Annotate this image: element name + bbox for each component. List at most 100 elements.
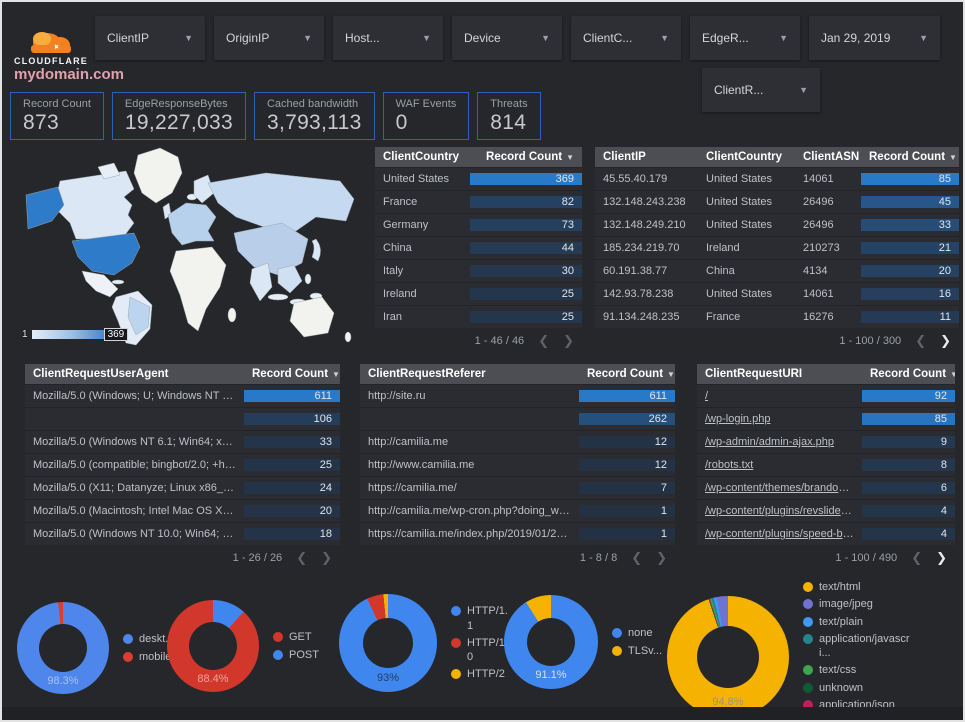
scale-gradient-bar	[31, 330, 112, 339]
legend-label: image/jpeg	[819, 598, 873, 611]
cell[interactable]: /wp-content/plugins/revslider/rs-p...	[705, 505, 862, 517]
filter-chip-edger[interactable]: EdgeR... ▼	[690, 16, 800, 60]
cell[interactable]: /	[705, 390, 709, 402]
world-map[interactable]	[10, 145, 372, 347]
filter-chip-clientc[interactable]: ClientC... ▼	[571, 16, 681, 60]
table-pagination: 1 - 100 / 300 ❮ ❯	[595, 330, 959, 352]
column-header[interactable]: ClientCountry	[383, 151, 460, 163]
record-count-cell: 12	[579, 459, 675, 471]
legend-item[interactable]: text/html	[803, 580, 911, 594]
legend-item[interactable]: deskt...	[123, 632, 174, 646]
cell[interactable]: /wp-content/plugins/speed-booste...	[705, 528, 862, 540]
scorecard-cached-bandwidth: Cached bandwidth 3,793,113	[253, 92, 375, 140]
record-count-cell: 24	[244, 482, 340, 494]
donut-chart-http-version[interactable]: 93%	[339, 594, 437, 692]
legend-item[interactable]: none	[612, 626, 662, 640]
column-header[interactable]: Record Count▼	[869, 151, 957, 163]
record-count-cell: 20	[861, 265, 959, 277]
chevron-down-icon: ▼	[779, 33, 788, 43]
pagination-range: 1 - 100 / 300	[839, 335, 902, 347]
column-header[interactable]: ClientRequestReferer	[368, 368, 486, 380]
cell: Mozilla/5.0 (Windows NT 10.0; Win64; x64…	[33, 528, 244, 540]
record-count-cell: 106	[244, 413, 340, 425]
filter-chip-clientrequest[interactable]: ClientR... ▼	[702, 68, 820, 112]
table-row: /wp-content/themes/brandon/plu... 6	[697, 476, 955, 499]
cell[interactable]: /robots.txt	[705, 459, 754, 471]
filter-chip-host[interactable]: Host... ▼	[333, 16, 443, 60]
legend-item[interactable]: unknown	[803, 681, 911, 695]
cell[interactable]: /wp-login.php	[705, 413, 771, 425]
prev-page-icon[interactable]: ❮	[631, 550, 643, 565]
cell: https://camilia.me/	[368, 482, 457, 494]
record-count-cell: 85	[861, 173, 959, 185]
table-row: United States 369	[375, 167, 582, 190]
column-header[interactable]: ClientCountry	[706, 151, 783, 163]
scorecard-value: 0	[395, 111, 408, 134]
cell[interactable]: /wp-admin/admin-ajax.php	[705, 436, 835, 448]
cell[interactable]: /wp-content/themes/brandon/plu...	[705, 482, 862, 494]
table-row: http://camilia.me/wp-cron.php?doing_wp_c…	[360, 499, 675, 522]
column-header[interactable]: Record Count▼	[862, 368, 955, 380]
record-count-cell: 18	[244, 528, 340, 540]
prev-page-icon[interactable]: ❮	[538, 333, 550, 348]
donut-hole	[527, 618, 575, 666]
legend-item[interactable]: mobile	[123, 650, 174, 664]
column-header[interactable]: Record Count▼	[486, 151, 574, 163]
next-page-icon[interactable]: ❯	[563, 333, 574, 348]
cell: China	[706, 265, 735, 277]
legend-item[interactable]: TLSv...	[612, 644, 662, 658]
legend-item[interactable]: application/javascri...	[803, 632, 911, 661]
legend-item[interactable]: POST	[273, 648, 319, 662]
filter-label: ClientC...	[583, 31, 633, 45]
legend-item[interactable]: text/plain	[803, 615, 911, 629]
next-page-icon[interactable]: ❯	[936, 550, 947, 565]
sort-desc-icon: ▼	[950, 370, 955, 379]
legend-item[interactable]: text/css	[803, 663, 911, 677]
table-row: https://camilia.me/index.php/2019/01/26/…	[360, 522, 675, 545]
legend-color-dot	[612, 628, 622, 639]
donut-chart-device-type[interactable]: 98.3%	[17, 602, 109, 694]
legend-item[interactable]: GET	[273, 630, 319, 644]
cell: 26496	[803, 219, 834, 231]
legend-item[interactable]: image/jpeg	[803, 597, 911, 611]
prev-page-icon[interactable]: ❮	[911, 550, 923, 565]
next-page-icon[interactable]: ❯	[321, 550, 332, 565]
column-header[interactable]: ClientIP	[603, 151, 646, 163]
donut-chart-content-type[interactable]: 94.8%	[667, 595, 789, 718]
next-page-icon[interactable]: ❯	[656, 550, 667, 565]
legend-color-dot	[612, 645, 622, 656]
cell: 142.93.78.238	[603, 288, 674, 300]
table-row: Mozilla/5.0 (Macintosh; Intel Mac OS X 1…	[25, 499, 340, 522]
next-page-icon[interactable]: ❯	[940, 333, 951, 348]
filter-chip-originip[interactable]: OriginIP ▼	[214, 16, 324, 60]
filter-chip-clientip[interactable]: ClientIP ▼	[95, 16, 205, 60]
filter-chip-device[interactable]: Device ▼	[452, 16, 562, 60]
table-client-ip: ClientIP ClientCountry ClientASN Record Cou…	[595, 147, 959, 352]
donut-chart-tls-version[interactable]: 91.1%	[504, 595, 598, 689]
date-range-filter[interactable]: Jan 29, 2019 ▼	[809, 16, 940, 60]
donut-chart-request-method[interactable]: 88.4%	[167, 600, 259, 692]
pagination-range: 1 - 46 / 46	[474, 335, 525, 347]
legend-label: mobile	[139, 650, 172, 663]
chevron-down-icon: ▼	[184, 33, 193, 43]
column-header[interactable]: Record Count▼	[587, 368, 675, 380]
legend-item[interactable]: HTTP/1.1	[451, 604, 513, 633]
scorecard-threats: Threats 814	[477, 92, 541, 140]
prev-page-icon[interactable]: ❮	[915, 333, 927, 348]
column-header[interactable]: ClientASN	[803, 151, 860, 163]
record-count-cell: 44	[470, 242, 582, 254]
table-row: http://site.ru 611	[360, 384, 675, 407]
scale-max-label: 369	[103, 328, 129, 341]
donut-legend: none TLSv...	[612, 623, 662, 661]
scorecard-label: EdgeResponseBytes	[124, 98, 228, 110]
column-header[interactable]: ClientRequestUserAgent	[33, 368, 169, 380]
legend-item[interactable]: HTTP/1.0	[451, 636, 513, 665]
prev-page-icon[interactable]: ❮	[296, 550, 308, 565]
footer-strip	[2, 707, 963, 720]
record-count-cell: 85	[862, 413, 955, 425]
legend-color-dot	[803, 582, 813, 592]
legend-item[interactable]: HTTP/2	[451, 667, 513, 681]
column-header[interactable]: Record Count▼	[252, 368, 340, 380]
column-header[interactable]: ClientRequestURI	[705, 368, 803, 380]
